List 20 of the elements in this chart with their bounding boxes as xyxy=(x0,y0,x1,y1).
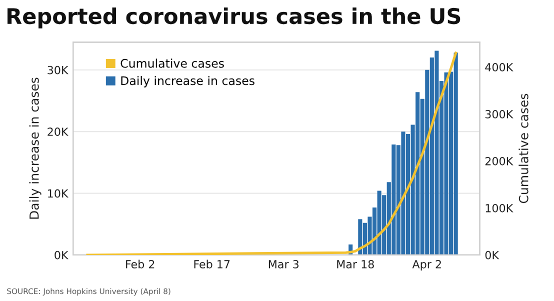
y2-tick-label: 0K xyxy=(485,250,500,260)
line-series xyxy=(86,52,458,255)
y2-tick-label: 300K xyxy=(485,110,514,118)
y-tick-label: 20K xyxy=(48,128,68,136)
y2-axis-title: Cumulative cases xyxy=(518,94,528,204)
x-tick-label: Feb 17 xyxy=(194,260,230,268)
legend-label: Cumulative cases xyxy=(120,58,224,68)
y-tick-label: 30K xyxy=(48,66,68,74)
x-tick-label: Mar 18 xyxy=(337,260,374,268)
x-tick-label: Apr 2 xyxy=(412,260,441,271)
x-tick-label: Feb 2 xyxy=(126,260,154,268)
y2-tick-label: 100K xyxy=(486,204,514,212)
legend-label: Daily increase in cases xyxy=(121,76,254,88)
chart-title: Reported coronavirus cases in the US xyxy=(8,8,460,28)
x-tick-label: Mar 3 xyxy=(268,260,299,268)
y-tick-label: 10K xyxy=(48,189,68,198)
y-axis-title: Daily increase in cases xyxy=(29,78,42,219)
y2-tick-label: 200K xyxy=(485,156,514,166)
y-tick-label: 0K xyxy=(54,250,68,260)
y2-tick-label: 400K xyxy=(485,63,514,72)
